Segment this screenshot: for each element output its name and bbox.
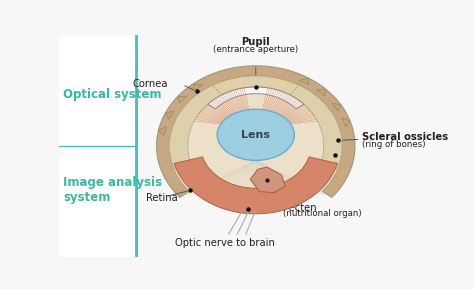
Text: Optical system: Optical system <box>63 88 162 101</box>
Text: Scleral ossicles: Scleral ossicles <box>362 132 448 142</box>
Polygon shape <box>342 118 350 127</box>
Polygon shape <box>193 84 202 90</box>
Polygon shape <box>290 85 342 170</box>
Ellipse shape <box>217 109 294 160</box>
Text: (nutritional organ): (nutritional organ) <box>283 209 362 218</box>
Text: Retina: Retina <box>146 193 177 203</box>
Polygon shape <box>165 111 174 119</box>
Polygon shape <box>300 79 309 85</box>
Polygon shape <box>170 85 222 170</box>
Text: Image analysis
system: Image analysis system <box>63 177 162 204</box>
Polygon shape <box>208 87 304 109</box>
Bar <box>59 35 137 257</box>
Text: Pecten: Pecten <box>283 203 317 213</box>
Polygon shape <box>178 96 187 103</box>
Text: Optic nerve to brain: Optic nerve to brain <box>174 238 274 248</box>
Text: Cornea: Cornea <box>132 79 168 89</box>
Text: Lens: Lens <box>241 130 270 140</box>
Polygon shape <box>332 103 340 111</box>
Polygon shape <box>158 127 166 136</box>
Text: (entrance aperture): (entrance aperture) <box>213 45 298 53</box>
Polygon shape <box>174 157 337 214</box>
Polygon shape <box>181 76 330 116</box>
Polygon shape <box>170 76 342 191</box>
Text: Pupil: Pupil <box>241 37 270 47</box>
Text: (ring of bones): (ring of bones) <box>362 140 426 149</box>
Polygon shape <box>317 90 326 96</box>
Polygon shape <box>156 66 355 197</box>
Polygon shape <box>250 167 285 193</box>
